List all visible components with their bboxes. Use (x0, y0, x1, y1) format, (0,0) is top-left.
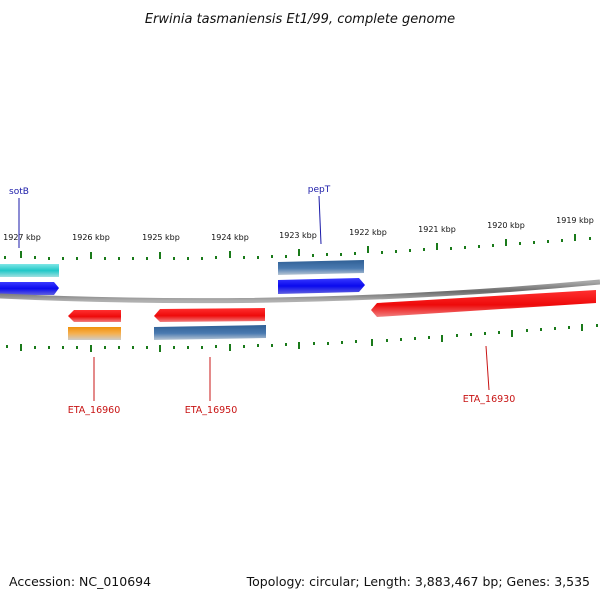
gene-label-sotB[interactable]: sotB (9, 187, 29, 197)
gene-label-ETA_16960[interactable]: ETA_16960 (68, 405, 121, 416)
gene-label-pepT[interactable]: pepT (308, 185, 331, 195)
ruler-label: 1920 kbp (487, 221, 525, 230)
pepT-gene-arrow[interactable] (278, 278, 365, 294)
steel-feature-bottom[interactable] (154, 325, 266, 340)
ETA_16950-gene-arrow[interactable] (154, 308, 265, 322)
ruler-label: 1921 kbp (418, 225, 456, 234)
ruler-minor-ticks (4, 237, 591, 260)
ruler-label: 1927 kbp (3, 233, 41, 242)
gene-label-ETA_16930[interactable]: ETA_16930 (463, 394, 516, 405)
sotB-gene-arrow[interactable] (0, 282, 59, 295)
ruler-label: 1925 kbp (142, 233, 180, 242)
cyan-feature-left[interactable] (0, 264, 59, 277)
lower-ruler (6, 324, 598, 352)
orange-feature[interactable] (68, 327, 121, 340)
map-title: Erwinia tasmaniensis Et1/99, complete ge… (145, 12, 455, 27)
pepT-leader-line (318, 195, 322, 245)
genome-summary-text: Topology: circular; Length: 3,883,467 bp… (246, 574, 590, 589)
upper-ruler: 1927 kbp 1926 kbp 1925 kbp 1924 kbp 1923… (3, 216, 594, 260)
ruler-label: 1919 kbp (556, 216, 594, 225)
ruler-label: 1922 kbp (349, 228, 387, 237)
ETA_16930-leader-line (485, 345, 490, 391)
accession-text: Accession: NC_010694 (9, 574, 151, 589)
ETA_16960-gene-arrow[interactable] (68, 310, 121, 322)
ruler-minor-ticks (6, 324, 598, 349)
gene-label-ETA_16950[interactable]: ETA_16950 (185, 405, 238, 416)
ruler-label: 1926 kbp (72, 233, 110, 242)
ruler-label: 1923 kbp (279, 231, 317, 240)
ETA_16930-gene-arrow[interactable] (371, 290, 596, 317)
ruler-label: 1924 kbp (211, 233, 249, 242)
steel-feature-top[interactable] (278, 260, 364, 275)
genome-backbone (0, 279, 600, 304)
